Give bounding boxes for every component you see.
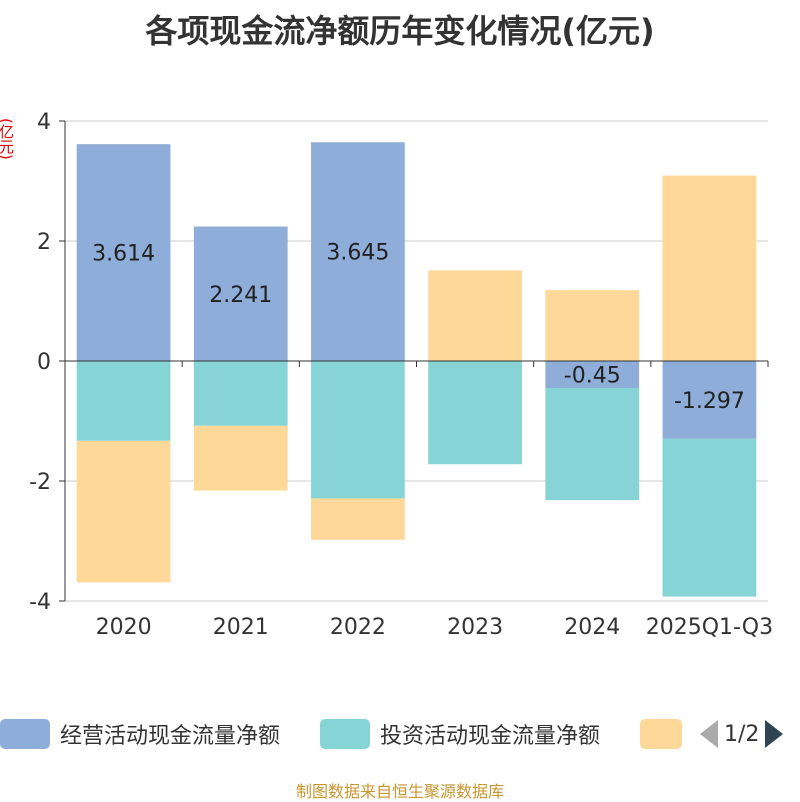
legend-item-operating[interactable]: 经营活动现金流量净额 bbox=[0, 714, 280, 754]
x-tick-label: 2024 bbox=[564, 615, 620, 640]
legend-page-indicator: 1/2 bbox=[724, 721, 760, 747]
bar-series-1-2022 bbox=[311, 361, 405, 499]
bar-series-2-2021 bbox=[193, 425, 288, 491]
bar-value-label: -1.297 bbox=[674, 389, 745, 414]
bar-series-1-2024 bbox=[545, 388, 640, 501]
data-labels: 3.614 2.241 3.645 -0.45 -1.297 bbox=[92, 241, 745, 414]
y-tick-label: -4 bbox=[29, 590, 51, 615]
grid-lines: 4 2 0 -2 -4 bbox=[29, 110, 768, 615]
bar-value-label: 3.614 bbox=[92, 242, 155, 267]
x-tick-label: 2020 bbox=[96, 615, 152, 640]
bar-series-0-2021 bbox=[193, 226, 288, 361]
bar-series-1-2025Q1-Q3 bbox=[662, 438, 757, 597]
y-tick-label: 2 bbox=[37, 230, 51, 255]
bar-series-2-2020 bbox=[76, 440, 171, 583]
bar-series-2-2022 bbox=[311, 498, 405, 540]
bars bbox=[76, 142, 757, 597]
bar-series-0-2020 bbox=[76, 144, 171, 361]
legend-next-arrow-icon[interactable] bbox=[765, 720, 784, 748]
legend-item-third[interactable] bbox=[640, 714, 682, 754]
legend-swatch-operating bbox=[0, 719, 50, 749]
legend-item-investing[interactable]: 投资活动现金流量净额 bbox=[320, 714, 600, 754]
bar-series-0-2025Q1-Q3 bbox=[662, 361, 757, 439]
x-tick-label: 2021 bbox=[213, 615, 269, 640]
bar-value-label: -0.45 bbox=[564, 364, 621, 389]
bar-series-1-2020 bbox=[76, 361, 171, 441]
y-axis-unit-label: (亿元) bbox=[0, 118, 15, 160]
bar-value-label: 3.645 bbox=[326, 241, 389, 266]
legend-label-investing: 投资活动现金流量净额 bbox=[380, 724, 601, 749]
legend-swatch-investing bbox=[320, 719, 370, 749]
bar-series-0-2024 bbox=[545, 361, 640, 388]
legend-prev-arrow-icon[interactable] bbox=[700, 720, 718, 748]
axes: 2020 2021 2022 2023 2024 2025Q1-Q3 bbox=[64, 121, 773, 640]
x-tick-label: 2023 bbox=[447, 615, 503, 640]
legend-swatch-third bbox=[640, 719, 682, 749]
bar-series-1-2021 bbox=[193, 361, 288, 426]
chart-title: 各项现金流净额历年变化情况(亿元) bbox=[145, 12, 655, 50]
y-tick-label: 0 bbox=[37, 350, 51, 375]
bar-series-0-2022 bbox=[311, 142, 405, 361]
legend-pager: 1/2 bbox=[700, 714, 784, 754]
cashflow-bar-chart: 4 2 0 -2 -4 2020 2021 2022 2023 2024 2025Q1-Q3 3.… bbox=[29, 110, 773, 640]
legend-label-operating: 经营活动现金流量净额 bbox=[60, 724, 281, 749]
x-tick-label: 2022 bbox=[330, 615, 386, 640]
bar-value-label: 2.241 bbox=[209, 283, 272, 308]
legend: 经营活动现金流量净额 投资活动现金流量净额 bbox=[0, 714, 800, 754]
y-tick-label: 4 bbox=[37, 110, 51, 135]
bar-series-2-2024 bbox=[545, 290, 640, 361]
x-tick-label: 2025Q1-Q3 bbox=[646, 615, 773, 640]
bar-series-2-2023 bbox=[428, 270, 522, 361]
bar-series-1-2023 bbox=[428, 361, 522, 465]
bar-series-2-2025Q1-Q3 bbox=[662, 175, 757, 361]
y-tick-label: -2 bbox=[29, 470, 51, 495]
source-note: 制图数据来自恒生聚源数据库 bbox=[295, 782, 504, 801]
